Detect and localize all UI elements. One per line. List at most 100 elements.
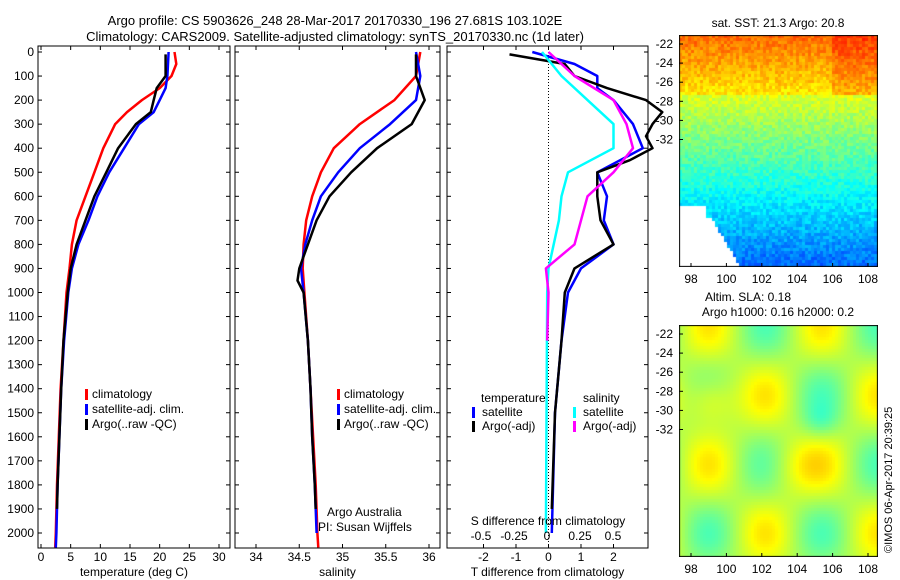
x-tick-label: 1: [578, 550, 585, 564]
lat-tick-label: -28: [656, 94, 674, 108]
y-tick-label: 400: [14, 141, 34, 155]
lat-tick-label: -22: [656, 327, 674, 341]
legend-label: satellite-adj. clim.: [92, 402, 184, 416]
lat-tick-label: -32: [656, 423, 674, 437]
series-climatology: [53, 51, 178, 548]
legend-label: climatology: [344, 387, 404, 401]
y-tick-label: 0: [27, 45, 34, 59]
x-tick-label: 30: [212, 550, 226, 564]
x-tick-label: 15: [123, 550, 137, 564]
series-salinity-satellite: [541, 51, 615, 534]
series-argo-raw-qc-: [296, 54, 426, 509]
x-tick-label: 36: [422, 550, 436, 564]
y-tick-label: 1000: [7, 286, 34, 300]
y-tick-label: 500: [14, 165, 34, 179]
legend-label: climatology: [92, 387, 152, 401]
legend-label: satellite: [583, 405, 624, 419]
map-title: Altim. SLA: 0.18: [705, 290, 791, 304]
series-argo-raw-qc-: [55, 54, 167, 509]
lon-tick-label: 100: [716, 272, 736, 286]
lon-tick-label: 102: [752, 272, 772, 286]
plot-frame: [234, 45, 441, 549]
x-tick-label: 35.5: [374, 550, 398, 564]
legend-swatch: [472, 421, 475, 432]
title-line-1: Argo profile: CS 5903626_248 28-Mar-2017…: [108, 13, 563, 28]
lon-tick-label: 98: [684, 562, 698, 576]
x-tick-label: -2: [478, 550, 489, 564]
y-tick-label: 600: [14, 189, 34, 203]
y-tick-label: 1800: [7, 478, 34, 492]
lon-tick-label: 106: [823, 272, 843, 286]
lat-tick-label: -22: [656, 37, 674, 51]
legend-label: Argo(..raw -QC): [344, 417, 429, 431]
x-tick-label: 5: [67, 550, 74, 564]
lat-tick-label: -30: [656, 403, 674, 417]
legend-label: satellite-adj. clim.: [344, 402, 436, 416]
legend-swatch: [85, 389, 88, 400]
lon-tick-label: 104: [787, 272, 807, 286]
legend-label: Argo(-adj): [583, 419, 636, 433]
sla-map: [679, 325, 878, 557]
legend-swatch: [472, 407, 475, 418]
y-tick-label: 200: [14, 93, 34, 107]
s-tick-label: -0.25: [500, 529, 528, 543]
y-tick-label: 300: [14, 117, 34, 131]
title-line-2: Climatology: CARS2009. Satellite-adjuste…: [86, 29, 584, 44]
x-axis-label: temperature (deg C): [80, 565, 188, 579]
s-tick-label: -0.5: [471, 529, 492, 543]
lat-tick-label: -24: [656, 56, 674, 70]
series-salinity-argo-adj-: [544, 51, 635, 341]
lon-tick-label: 102: [752, 562, 772, 576]
lon-tick-label: 108: [858, 272, 878, 286]
sst-map: [679, 35, 878, 267]
plot-frame: [37, 45, 231, 549]
y-tick-label: 1100: [8, 310, 34, 324]
y-tick-label: 1900: [7, 502, 34, 516]
x-tick-label: -1: [511, 550, 522, 564]
y-tick-label: 1400: [7, 382, 34, 396]
lat-tick-label: -26: [656, 365, 674, 379]
y-tick-label: 700: [14, 213, 34, 227]
s-tick-label: 0.25: [568, 529, 592, 543]
legend-swatch: [573, 407, 576, 418]
s-tick-label: 0: [544, 529, 551, 543]
lon-tick-label: 108: [858, 562, 878, 576]
x-axis-label: salinity: [319, 565, 356, 579]
s-tick-label: 0.5: [605, 529, 622, 543]
legend-swatch: [337, 389, 340, 400]
lon-tick-label: 98: [684, 272, 698, 286]
x-axis-label: T difference from climatology: [471, 565, 625, 579]
y-tick-label: 1700: [7, 454, 34, 468]
annotation-line: Argo Australia: [327, 505, 402, 519]
x-tick-label: 35: [336, 550, 350, 564]
series-temperature-argo-adj-: [509, 53, 664, 509]
x-tick-label: 34: [249, 550, 263, 564]
legend-swatch: [573, 421, 576, 432]
y-tick-label: 100: [14, 69, 34, 83]
legend-swatch: [337, 404, 340, 415]
legend-swatch: [85, 404, 88, 415]
legend-label: satellite: [482, 405, 523, 419]
lon-tick-label: 106: [823, 562, 843, 576]
legend-title: salinity: [583, 391, 620, 405]
s-axis-label: S difference from climatology: [471, 514, 626, 528]
x-tick-label: 34.5: [288, 550, 312, 564]
lat-tick-label: -28: [656, 384, 674, 398]
series-climatology: [301, 51, 422, 548]
lon-tick-label: 104: [787, 562, 807, 576]
x-tick-label: 20: [153, 550, 167, 564]
legend-swatch: [85, 419, 88, 430]
x-tick-label: 0: [38, 550, 45, 564]
y-tick-label: 800: [14, 237, 34, 251]
y-tick-label: 1200: [7, 334, 34, 348]
lat-tick-label: -26: [656, 75, 674, 89]
y-tick-label: 1500: [7, 406, 34, 420]
lat-tick-label: -32: [656, 133, 674, 147]
lat-tick-label: -30: [656, 113, 674, 127]
lat-tick-label: -24: [656, 346, 674, 360]
x-tick-label: 2: [610, 550, 617, 564]
x-tick-label: 10: [94, 550, 108, 564]
y-tick-label: 2000: [7, 526, 34, 540]
lon-tick-label: 100: [716, 562, 736, 576]
